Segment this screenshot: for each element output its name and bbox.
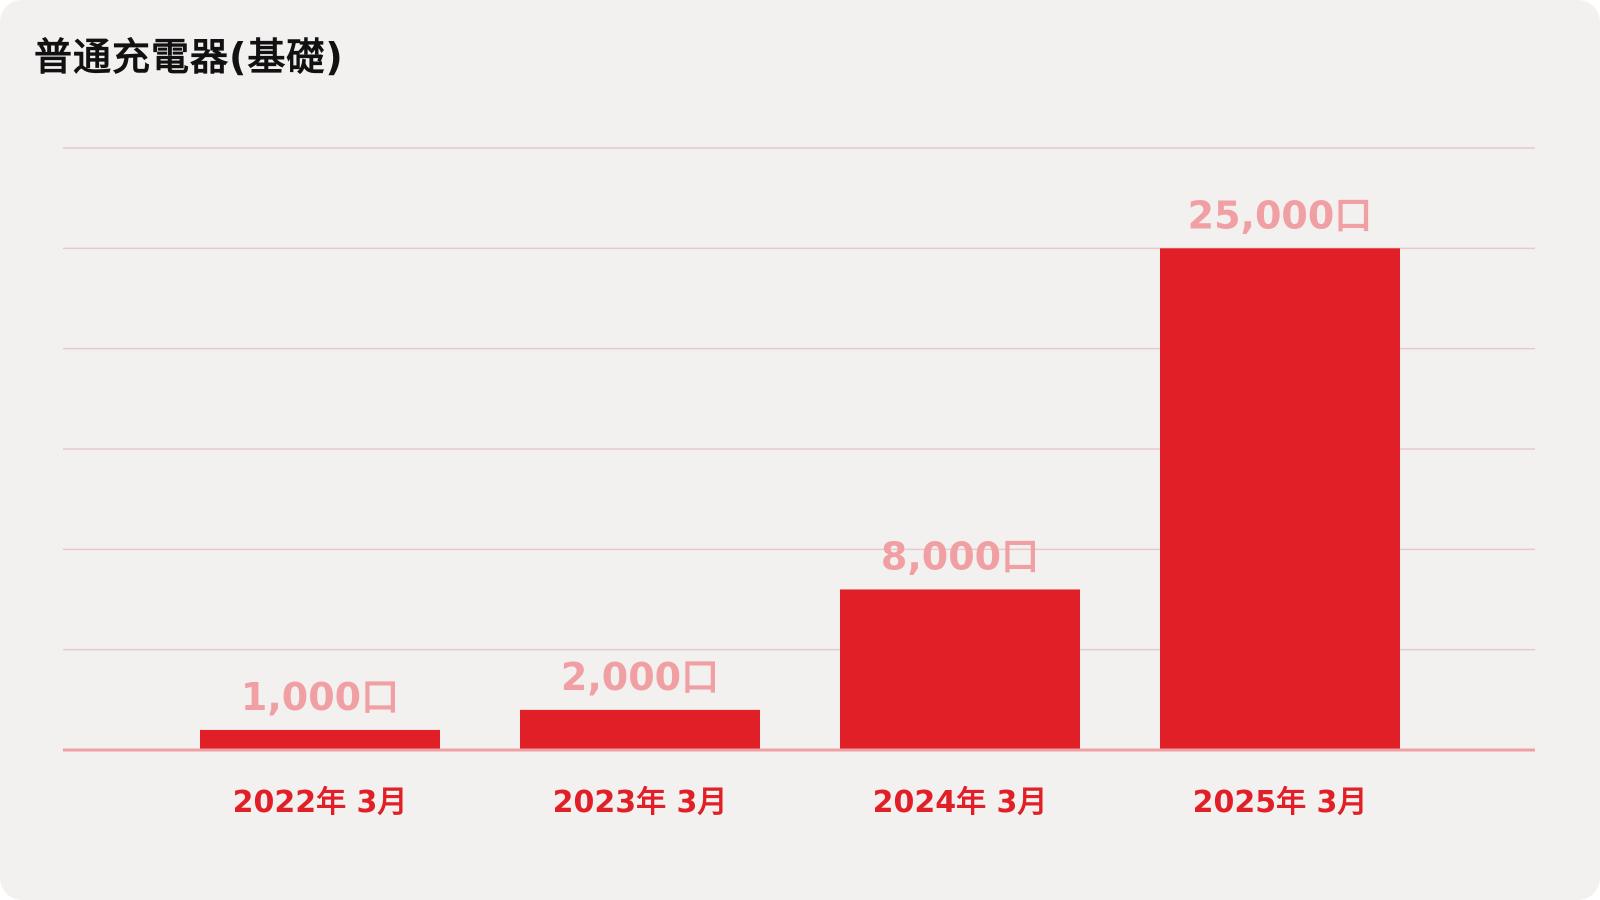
x-tick-label: 2025年 3月: [1193, 785, 1368, 820]
bar: [200, 729, 440, 749]
value-label: 2,000口: [561, 655, 719, 699]
bar: [840, 589, 1080, 749]
x-tick-labels: 2022年 3月 2023年 3月 2024年 3月 2025年 3月: [233, 785, 1368, 820]
value-label: 8,000口: [881, 534, 1039, 578]
bar: [520, 709, 760, 749]
x-tick-label: 2024年 3月: [873, 785, 1048, 820]
x-tick-label: 2022年 3月: [233, 785, 408, 820]
value-label: 1,000口: [241, 675, 399, 719]
value-label: 25,000口: [1188, 193, 1373, 237]
chart-title: 普通充電器(基礎): [34, 35, 344, 79]
grid-lines: [63, 147, 1535, 651]
bars: [200, 248, 1400, 749]
bar: [1160, 248, 1400, 749]
value-labels: 1,000口 2,000口 8,000口 25,000口: [241, 193, 1372, 719]
x-tick-label: 2023年 3月: [553, 785, 728, 820]
